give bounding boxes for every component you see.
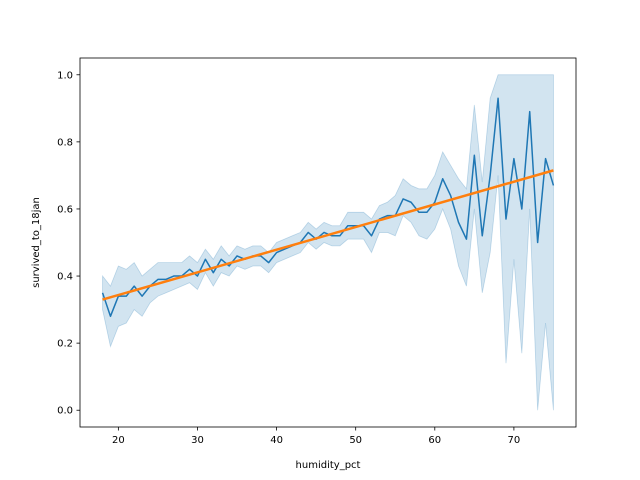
- axes-frame: [79, 57, 577, 428]
- data-point: [323, 232, 325, 234]
- data-point: [537, 242, 539, 244]
- data-point: [426, 212, 428, 214]
- data-point: [553, 185, 555, 187]
- data-point: [402, 198, 404, 200]
- data-point: [141, 295, 143, 297]
- y-axis-label: survived_to_18jan: [31, 197, 42, 288]
- data-point: [268, 262, 270, 264]
- data-point: [228, 265, 230, 267]
- y-tick-label: 0.4: [57, 272, 73, 283]
- data-point: [466, 238, 468, 240]
- data-point: [213, 272, 215, 274]
- data-point: [434, 201, 436, 203]
- y-tick-label: 0.6: [57, 204, 73, 215]
- data-point: [458, 222, 460, 224]
- x-tick-label: 60: [428, 435, 441, 446]
- data-point: [205, 258, 207, 260]
- x-tick-label: 50: [349, 435, 362, 446]
- data-point: [173, 275, 175, 277]
- data-point: [545, 158, 547, 160]
- data-point: [529, 111, 531, 113]
- x-axis: 20 30 40 50 60 70: [112, 427, 520, 446]
- data-point: [347, 225, 349, 227]
- plot-area: [101, 74, 555, 411]
- data-point: [497, 97, 499, 99]
- data-point: [307, 232, 309, 234]
- data-point: [133, 285, 135, 287]
- data-point: [521, 208, 523, 210]
- x-tick-label: 20: [112, 435, 125, 446]
- data-point: [450, 195, 452, 197]
- data-point: [339, 235, 341, 237]
- data-point: [157, 279, 159, 281]
- data-point: [410, 201, 412, 203]
- y-tick-label: 0.0: [57, 406, 73, 417]
- data-point: [505, 218, 507, 220]
- data-point: [371, 235, 373, 237]
- data-point: [489, 175, 491, 177]
- y-tick-label: 0.2: [57, 339, 73, 350]
- y-tick-label: 1.0: [57, 70, 73, 81]
- data-point: [197, 275, 199, 277]
- data-point: [418, 212, 420, 214]
- x-tick-label: 40: [270, 435, 283, 446]
- data-point: [481, 235, 483, 237]
- y-axis: 0.0 0.2 0.4 0.6 0.8 1.0: [57, 70, 80, 417]
- x-axis-label: humidity_pct: [296, 460, 361, 471]
- confidence-band: [102, 74, 554, 411]
- data-point: [102, 292, 104, 294]
- x-tick-label: 30: [191, 435, 204, 446]
- data-point: [387, 215, 389, 217]
- data-point: [189, 269, 191, 271]
- data-point: [125, 295, 127, 297]
- data-point: [276, 252, 278, 254]
- data-point: [442, 178, 444, 180]
- data-point: [474, 154, 476, 156]
- x-tick-label: 70: [508, 435, 521, 446]
- data-point: [110, 316, 112, 318]
- y-tick-label: 0.8: [57, 137, 73, 148]
- data-point: [220, 258, 222, 260]
- series-line-fit: [102, 169, 554, 301]
- data-point: [513, 158, 515, 160]
- data-point: [236, 255, 238, 257]
